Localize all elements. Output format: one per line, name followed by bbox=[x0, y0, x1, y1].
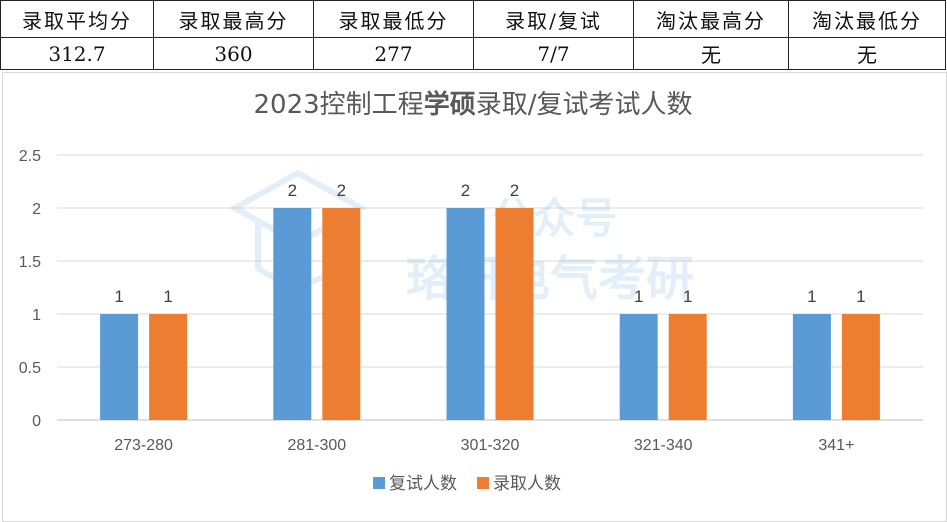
x-tick-label: 321-340 bbox=[634, 437, 693, 454]
bar-chart: 2023控制工程学硕录取/复试考试人数 公众号 珞研电气考研 1 12 2 2 21 1 1… bbox=[19, 89, 923, 494]
data-label: 2 bbox=[337, 181, 346, 200]
chart-title-part: 学硕 bbox=[424, 89, 476, 120]
value-admit-retest-ratio: 7/7 bbox=[473, 37, 634, 70]
summary-value-row: 312.7 360 277 7/7 无 无 bbox=[0, 37, 946, 70]
header-eliminated-lowest: 淘汰最低分 bbox=[788, 0, 946, 38]
value-eliminated-highest: 无 bbox=[633, 37, 789, 70]
summary-header-row: 录取平均分 录取最高分 录取最低分 录取/复试 淘汰最高分 淘汰最低分 bbox=[0, 0, 946, 38]
data-label: 1 bbox=[634, 287, 643, 306]
data-label: 2 bbox=[461, 181, 470, 200]
value-eliminated-lowest: 无 bbox=[788, 37, 946, 70]
x-tick-label: 281-300 bbox=[287, 437, 346, 454]
bar-admitted bbox=[841, 314, 880, 420]
summary-table: 录取平均分 录取最高分 录取最低分 录取/复试 淘汰最高分 淘汰最低分 312.… bbox=[0, 0, 946, 70]
bar-retest bbox=[446, 208, 485, 420]
data-label: 1 bbox=[807, 287, 816, 306]
data-label: 2 bbox=[510, 181, 519, 200]
y-tick-label: 0.5 bbox=[19, 360, 41, 377]
header-admit-retest-ratio: 录取/复试 bbox=[473, 0, 634, 38]
axis-labels: 0 0.5 1 1.5 2 2.5 273-280 281-300 301-320 321-340… bbox=[19, 148, 855, 454]
bar-retest bbox=[792, 314, 831, 420]
data-label: 1 bbox=[114, 287, 123, 306]
legend: 复试人数 录取人数 bbox=[373, 474, 561, 494]
header-admit-lowest: 录取最低分 bbox=[313, 0, 474, 38]
bars bbox=[100, 208, 880, 420]
x-tick-label: 301-320 bbox=[461, 437, 520, 454]
chart-title-part: 录取/复试考试人数 bbox=[476, 90, 693, 120]
y-tick-label: 2.5 bbox=[19, 148, 41, 165]
header-eliminated-highest: 淘汰最高分 bbox=[633, 0, 789, 38]
data-label: 1 bbox=[683, 287, 692, 306]
header-admit-highest: 录取最高分 bbox=[153, 0, 314, 38]
y-tick-label: 2 bbox=[32, 201, 41, 218]
data-label: 2 bbox=[288, 181, 297, 200]
bar-admitted bbox=[668, 314, 707, 420]
data-label: 1 bbox=[856, 287, 865, 306]
bar-retest bbox=[100, 314, 139, 420]
gridlines bbox=[57, 154, 923, 421]
bar-admitted bbox=[322, 208, 361, 420]
value-admit-highest: 360 bbox=[153, 37, 314, 70]
bar-retest bbox=[273, 208, 312, 420]
legend-label: 录取人数 bbox=[493, 474, 561, 494]
chart-title: 2023控制工程学硕录取/复试考试人数 bbox=[254, 89, 693, 120]
bar-admitted bbox=[149, 314, 188, 420]
data-labels: 1 1 2 2 2 2 1 1 1 1 bbox=[114, 181, 865, 306]
chart-title-part: 2023控制工程 bbox=[254, 90, 424, 120]
x-tick-label: 273-280 bbox=[114, 437, 173, 454]
x-tick-label: 341+ bbox=[818, 437, 854, 454]
value-admit-average: 312.7 bbox=[0, 37, 154, 70]
legend-swatch bbox=[373, 477, 385, 489]
y-tick-label: 0 bbox=[32, 413, 41, 430]
header-admit-average: 录取平均分 bbox=[0, 0, 154, 38]
legend-label: 复试人数 bbox=[389, 474, 457, 494]
data-label: 1 bbox=[163, 287, 172, 306]
bar-retest bbox=[619, 314, 658, 420]
y-tick-label: 1 bbox=[32, 307, 41, 324]
legend-swatch bbox=[477, 477, 489, 489]
bar-admitted bbox=[495, 208, 534, 420]
y-tick-label: 1.5 bbox=[19, 254, 41, 271]
value-admit-lowest: 277 bbox=[313, 37, 474, 70]
